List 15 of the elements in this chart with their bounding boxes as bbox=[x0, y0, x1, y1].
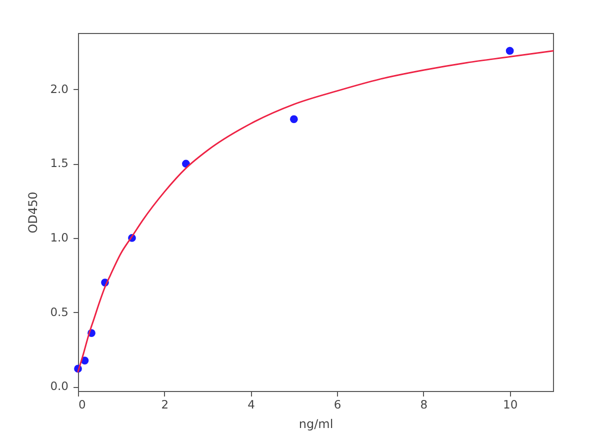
x-tick-label: 6 bbox=[334, 398, 342, 412]
y-tick-label: 1.0 bbox=[50, 230, 68, 244]
y-tick-label: 0.0 bbox=[50, 379, 68, 394]
x-tick-label: 8 bbox=[420, 398, 428, 412]
x-tick-label: 4 bbox=[248, 398, 255, 412]
x-tick-label: 2 bbox=[161, 398, 169, 412]
point bbox=[506, 46, 514, 55]
x-tick-label: 10 bbox=[503, 398, 518, 412]
y-tick-label: 0.5 bbox=[50, 304, 68, 319]
y-tick-label: 1.5 bbox=[50, 156, 68, 170]
y-axis-title: OD450 bbox=[26, 192, 40, 234]
x-tick-label: 0 bbox=[78, 398, 86, 412]
x-axis-title: ng/ml bbox=[298, 417, 334, 431]
y-tick-label: 2.0 bbox=[50, 82, 68, 96]
point bbox=[290, 115, 298, 124]
